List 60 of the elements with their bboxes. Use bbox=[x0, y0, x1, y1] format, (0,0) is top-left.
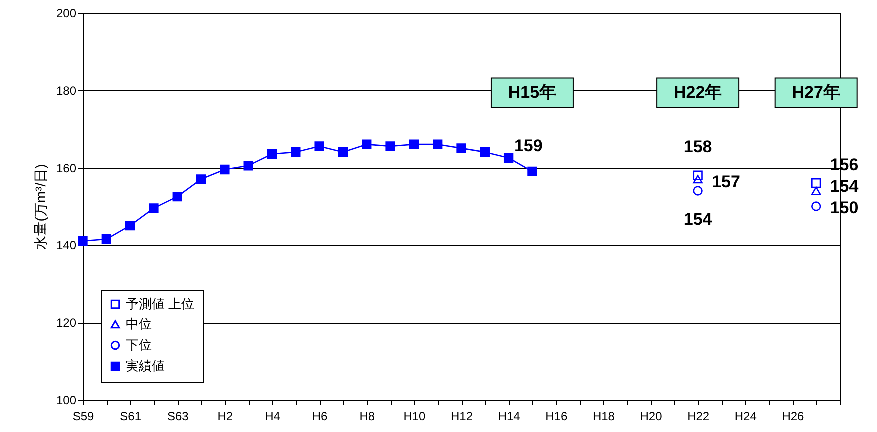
x-tick-label: H26 bbox=[782, 410, 805, 424]
y-tick-label: 140 bbox=[56, 238, 77, 253]
y-tick-label: 120 bbox=[56, 316, 77, 330]
data-label: 158 bbox=[684, 138, 712, 157]
point bbox=[812, 202, 822, 212]
x-tick-label: S63 bbox=[167, 410, 190, 424]
legend-label: 下位 bbox=[126, 338, 152, 352]
point bbox=[267, 149, 278, 160]
point bbox=[125, 221, 136, 231]
x-tick-label: H10 bbox=[404, 410, 426, 424]
legend-label: 中位 bbox=[126, 316, 152, 332]
point bbox=[693, 186, 703, 196]
point bbox=[78, 236, 88, 246]
point bbox=[693, 175, 703, 184]
x-tick-label: H14 bbox=[498, 410, 521, 424]
point bbox=[812, 178, 822, 188]
y-tick-label: 180 bbox=[56, 84, 77, 98]
x-tick-label: H4 bbox=[265, 410, 281, 424]
point bbox=[456, 144, 466, 154]
point bbox=[172, 192, 182, 202]
y-tick-label: 100 bbox=[56, 394, 77, 408]
point bbox=[362, 140, 372, 150]
x-tick-label: S59 bbox=[72, 410, 94, 424]
legend-label: 予測値 上位 bbox=[126, 296, 195, 312]
annotation: H15年 bbox=[508, 83, 557, 102]
x-tick-label: H16 bbox=[546, 410, 568, 424]
x-tick-label: S61 bbox=[120, 410, 142, 424]
x-tick-label: H8 bbox=[360, 410, 376, 424]
point bbox=[693, 170, 703, 180]
point bbox=[504, 153, 514, 163]
point bbox=[220, 164, 230, 175]
point bbox=[314, 142, 324, 152]
x-tick-label: H20 bbox=[640, 410, 663, 424]
point bbox=[812, 186, 822, 196]
point bbox=[244, 161, 254, 171]
x-tick-label: H6 bbox=[312, 410, 328, 424]
point bbox=[528, 166, 538, 177]
x-tick-label: H18 bbox=[592, 410, 616, 424]
point bbox=[149, 204, 159, 214]
point bbox=[291, 147, 301, 158]
point bbox=[386, 142, 396, 152]
point bbox=[409, 140, 420, 150]
data-label: 154 bbox=[684, 210, 713, 230]
annotation: H22年 bbox=[674, 83, 722, 102]
legend-label: 実績値 bbox=[126, 358, 165, 374]
x-tick-label: H22 bbox=[688, 410, 710, 424]
data-label: 159 bbox=[514, 136, 543, 156]
y-tick-label: 200 bbox=[56, 6, 77, 20]
point bbox=[480, 147, 490, 158]
x-tick-label: H12 bbox=[450, 410, 474, 424]
point bbox=[338, 147, 348, 158]
y-axis-title: 水量(万m³/日) bbox=[32, 164, 48, 250]
x-tick-label: H24 bbox=[734, 410, 758, 424]
point bbox=[102, 234, 112, 244]
x-tick-label: H2 bbox=[218, 410, 234, 424]
y-tick-label: 160 bbox=[56, 161, 77, 176]
data-label: 157 bbox=[712, 172, 740, 192]
point bbox=[433, 140, 443, 150]
point bbox=[196, 174, 206, 184]
annotation: H27年 bbox=[792, 83, 840, 102]
